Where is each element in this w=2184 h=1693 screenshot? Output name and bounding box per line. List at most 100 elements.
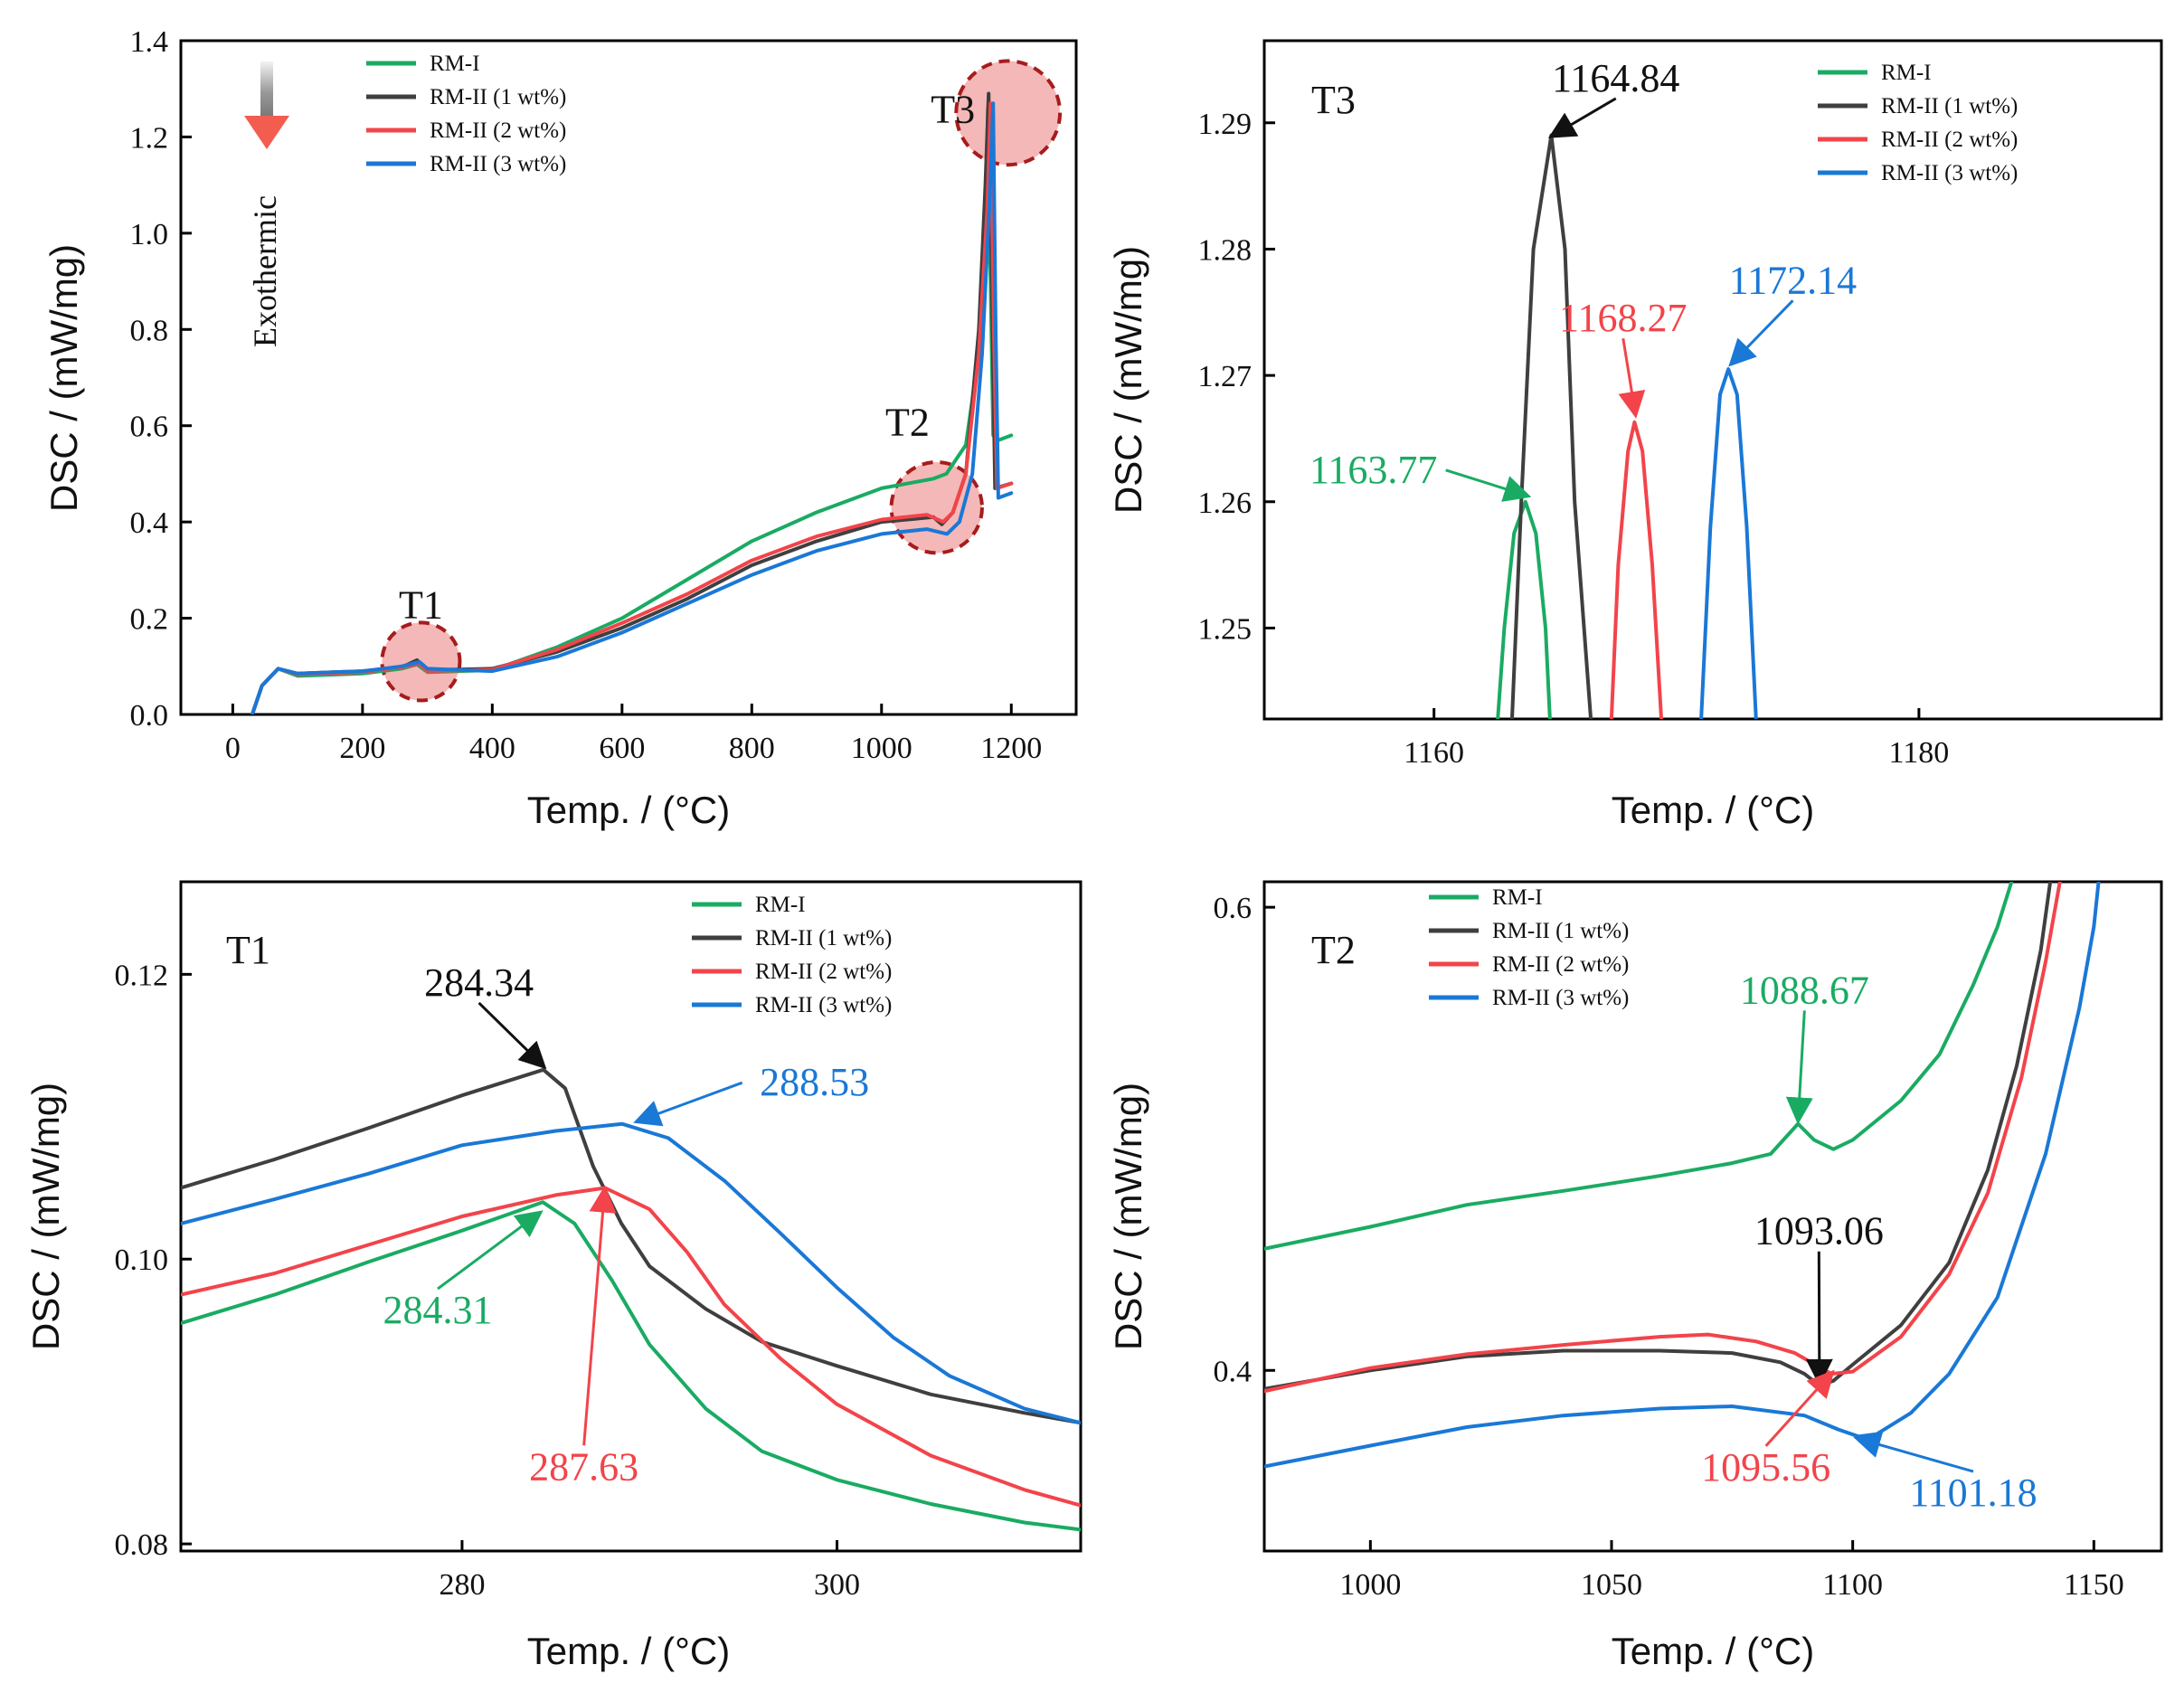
panel-title: T2	[1311, 928, 1356, 972]
series-line-rm-ii-2-wt	[181, 1186, 1081, 1508]
annotation-1172-14: 1172.14	[1729, 258, 1857, 302]
y-tick-label: 1.27	[1198, 360, 1253, 393]
series-line-rm-ii-3-wt	[250, 101, 1014, 714]
x-tick-label: 1100	[1822, 1568, 1883, 1602]
x-tick-label: 1050	[1581, 1568, 1642, 1602]
panel-t3: 1160 1180 1.25 1.26 1.27 1.28 1.29 1164.84 1163…	[1107, 39, 2163, 831]
annotation-arrow	[477, 1001, 547, 1070]
annotation-288-53: 288.53	[760, 1060, 869, 1104]
axis-ticks: 1160 1180 1.25 1.26 1.27 1.28 1.29	[1198, 108, 1950, 770]
series-line-rm-i	[181, 1200, 1081, 1532]
annotation-arrow	[1853, 1431, 1974, 1473]
annotation-284-34: 284.34	[424, 960, 534, 1005]
y-tick-label: 1.2	[130, 121, 169, 155]
plot-frame	[179, 880, 1083, 1553]
x-tick-label: 0	[225, 732, 241, 765]
panel-t2: 1000 1050 1100 1150 0.4 0.6 1088.67 1093.06 109…	[1107, 880, 2163, 1672]
highlight-circle	[954, 59, 1063, 167]
y-tick-label: 0.12	[115, 959, 169, 992]
x-tick-label: 1000	[1339, 1568, 1401, 1602]
annotation-1101-18: 1101.18	[1909, 1471, 2037, 1515]
x-tick-label: 280	[439, 1568, 485, 1602]
plot-frame	[1262, 39, 2163, 721]
y-tick-label: 1.28	[1198, 233, 1253, 267]
x-tick-label: 800	[729, 732, 775, 765]
x-tick-label: 1180	[1889, 736, 1950, 770]
legend-label-rm-ii-1-wt: RM-II (1 wt%)	[1881, 94, 2018, 118]
legend-label-rm-i: RM-I	[430, 52, 480, 76]
legend-label-rm-ii-1-wt: RM-II (1 wt%)	[1492, 919, 1629, 943]
legend-label-rm-i: RM-I	[755, 893, 806, 917]
legend-label-rm-i: RM-I	[1881, 61, 1932, 85]
annotation-arrow	[1764, 1369, 1835, 1447]
legend-label-rm-ii-2-wt: RM-II (2 wt%)	[1881, 128, 2018, 152]
y-tick-label: 1.29	[1198, 108, 1253, 141]
annotation-t1: T1	[399, 583, 443, 628]
annotation-arrow	[582, 1185, 617, 1446]
panel-title: T1	[226, 928, 270, 972]
panel-t1: 280 300 0.08 0.10 0.12 284.34 288.53 284.31 287…	[24, 880, 1083, 1672]
legend: RM-I RM-II (1 wt%) RM-II (2 wt%) RM-II (3 w…	[1429, 885, 1629, 1010]
annotations: 1088.67 1093.06 1095.56 1101.18	[1701, 968, 2037, 1515]
series-line-rm-ii-3-wt	[1699, 367, 1758, 719]
series-line-rm-ii-1-wt	[1264, 882, 2053, 1391]
y-tick-label: 0.6	[1214, 892, 1253, 925]
plot-frame	[179, 39, 1078, 716]
legend: RM-I RM-II (1 wt%) RM-II (2 wt%) RM-II (3 w…	[366, 52, 566, 176]
x-axis-label: Temp. / (°C)	[527, 1630, 730, 1672]
exothermic-label: Exothermic	[247, 195, 283, 347]
annotation-1168-27: 1168.27	[1559, 296, 1687, 340]
annotations: 1164.84 1163.77 1168.27 1172.14	[1309, 56, 1857, 502]
annotations: 284.34 288.53 284.31 287.63	[383, 960, 869, 1489]
y-tick-label: 0.10	[115, 1244, 169, 1277]
x-tick-label: 1150	[2064, 1568, 2124, 1602]
annotation-arrow	[1805, 1251, 1833, 1386]
y-tick-label: 0.4	[130, 506, 169, 540]
series-line-rm-ii-3-wt	[181, 1121, 1081, 1425]
series-line-rm-ii-1-wt	[1509, 133, 1593, 719]
y-tick-label: 0.2	[130, 603, 169, 637]
annotation-arrow	[1785, 1010, 1813, 1125]
annotation-284-31: 284.31	[383, 1288, 492, 1332]
y-tick-label: 1.25	[1198, 612, 1253, 646]
series-line-rm-i	[1496, 499, 1552, 719]
y-tick-label: 0.4	[1214, 1355, 1253, 1388]
series-line-rm-ii-2-wt	[1609, 420, 1664, 719]
legend-label-rm-ii-3-wt: RM-II (3 wt%)	[1492, 986, 1629, 1010]
legend-label-rm-ii-2-wt: RM-II (2 wt%)	[755, 960, 892, 984]
axis-ticks: 1000 1050 1100 1150 0.4 0.6	[1214, 892, 2124, 1602]
legend-label-rm-ii-1-wt: RM-II (1 wt%)	[430, 85, 566, 109]
y-axis-label: DSC / (mW/mg)	[24, 1083, 67, 1350]
panel-overview: 0 200 400 600 800 1000 1200 0.0 0.2 0.4 0.6 0.8 1.0 1…	[43, 25, 1078, 831]
series-lines	[181, 1067, 1081, 1532]
annotation-t2: T2	[885, 400, 930, 444]
panel-title: T3	[1311, 78, 1356, 122]
x-tick-label: 1200	[980, 732, 1042, 765]
plot-frame	[1262, 880, 2163, 1553]
annotation-arrow	[633, 1081, 743, 1127]
y-tick-label: 0.08	[115, 1528, 169, 1562]
y-axis-label: DSC / (mW/mg)	[1107, 1083, 1149, 1350]
annotations: T1 T2 T3	[399, 87, 975, 627]
annotation-287-63: 287.63	[529, 1444, 638, 1489]
x-tick-label: 1160	[1404, 736, 1464, 770]
y-tick-label: 0.8	[130, 314, 169, 347]
x-axis-label: Temp. / (°C)	[527, 789, 730, 831]
legend-label-rm-i: RM-I	[1492, 885, 1543, 910]
series-lines	[250, 91, 1014, 714]
x-tick-label: 600	[599, 732, 645, 765]
y-axis-label: DSC / (mW/mg)	[1107, 246, 1149, 514]
exothermic-arrow-shaft	[260, 61, 273, 118]
x-tick-label: 200	[339, 732, 385, 765]
y-axis-label: DSC / (mW/mg)	[43, 244, 85, 512]
y-tick-label: 1.4	[130, 25, 169, 59]
axis-ticks: 280 300 0.08 0.10 0.12	[115, 959, 861, 1602]
legend-label-rm-ii-3-wt: RM-II (3 wt%)	[1881, 161, 2018, 185]
exothermic-arrow-head	[244, 116, 289, 149]
series-lines	[1496, 133, 1758, 719]
legend-label-rm-ii-1-wt: RM-II (1 wt%)	[755, 926, 892, 951]
annotation-arrow	[437, 1210, 544, 1291]
annotation-t3: T3	[931, 87, 975, 131]
annotation-arrow	[1728, 299, 1794, 367]
annotation-1093-06: 1093.06	[1754, 1209, 1884, 1253]
